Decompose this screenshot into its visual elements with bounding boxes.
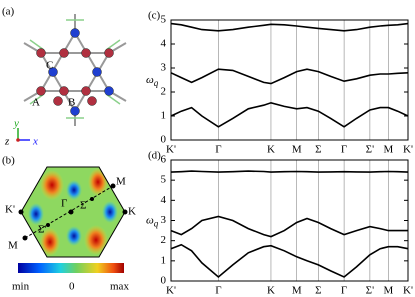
band-line xyxy=(170,68,409,85)
y-tick-label: 1 xyxy=(161,110,167,122)
axis-label: z xyxy=(4,136,10,148)
x-tick-label: Γ xyxy=(341,285,347,297)
y-axis-symbol: ω xyxy=(146,214,154,226)
x-tick-label: Γ xyxy=(215,285,221,297)
site-label: A xyxy=(32,97,40,109)
band-line xyxy=(170,215,408,238)
y-tick-label: 1 xyxy=(161,254,167,266)
colorbar-label: 0 xyxy=(69,281,75,293)
y-tick-label: 4 xyxy=(161,38,167,50)
x-tick-label: Σ xyxy=(315,144,321,156)
plot-frame xyxy=(170,159,409,282)
y-tick-label: 0 xyxy=(161,134,167,146)
x-tick-label: K' xyxy=(403,144,413,156)
x-tick-label: M xyxy=(384,144,394,156)
y-tick-label: 2 xyxy=(161,86,167,98)
colorbar-label: min xyxy=(12,281,30,293)
panel-b: (b) K' K M M Γ Σ Σ' min 0 max xyxy=(2,155,136,293)
colorbar-label: max xyxy=(110,281,129,293)
panel-label: (d) xyxy=(148,150,161,162)
point-label: K' xyxy=(5,204,15,216)
panel-label: (a) xyxy=(2,6,15,18)
x-tick-label: Σ' xyxy=(366,285,374,297)
x-tick-label: M xyxy=(292,144,302,156)
x-tick-label: Γ xyxy=(215,144,221,156)
panel-a: (a) C A B y z x xyxy=(2,6,127,148)
x-tick-label: K xyxy=(267,285,275,297)
site-label: B xyxy=(68,97,75,109)
atoms xyxy=(36,28,114,116)
coord-axes: y z x xyxy=(4,118,38,148)
x-tick-label: Σ' xyxy=(366,144,374,156)
point-label: Σ xyxy=(80,200,86,212)
y-tick-label: 5 xyxy=(161,14,167,26)
band-line xyxy=(170,170,409,173)
y-tick-label: 6 xyxy=(161,154,167,166)
x-tick-label: K' xyxy=(166,285,176,297)
y-tick-label: 4 xyxy=(161,194,167,206)
y-axis-label: ωq xyxy=(146,214,159,229)
axis-label: y xyxy=(13,118,19,130)
k-points xyxy=(18,183,128,241)
y-axis-symbol: ω xyxy=(146,74,154,86)
panel-label: (b) xyxy=(2,155,15,167)
y-tick-label: 0 xyxy=(161,275,167,287)
y-axis-subscript: q xyxy=(154,78,159,88)
point-label: M xyxy=(116,176,126,188)
y-axis-subscript: q xyxy=(154,219,159,229)
x-tick-label: K' xyxy=(166,144,176,156)
band-line xyxy=(170,101,409,128)
panel-label: (c) xyxy=(148,10,161,22)
colorbar xyxy=(18,263,124,273)
point-label: K xyxy=(128,206,136,218)
site-label: C xyxy=(46,60,53,72)
y-tick-label: 3 xyxy=(161,214,167,226)
point-label: Γ xyxy=(61,198,67,210)
point-label: M xyxy=(8,240,18,252)
arrows xyxy=(29,19,121,119)
plot-frame xyxy=(170,19,409,141)
point-label: Σ' xyxy=(38,224,46,236)
y-axis-label: ωq xyxy=(146,74,159,89)
y-tick-label: 5 xyxy=(161,174,167,186)
x-tick-label: M xyxy=(292,285,302,297)
x-tick-label: Γ xyxy=(341,144,347,156)
y-tick-label: 3 xyxy=(161,62,167,74)
x-tick-label: K xyxy=(267,144,275,156)
x-tick-label: K' xyxy=(403,285,413,297)
y-tick-label: 2 xyxy=(161,234,167,246)
x-tick-label: Σ xyxy=(315,285,321,297)
axis-label: x xyxy=(32,136,38,148)
x-tick-label: M xyxy=(384,285,394,297)
band-line xyxy=(170,22,409,32)
band-line xyxy=(170,243,409,279)
